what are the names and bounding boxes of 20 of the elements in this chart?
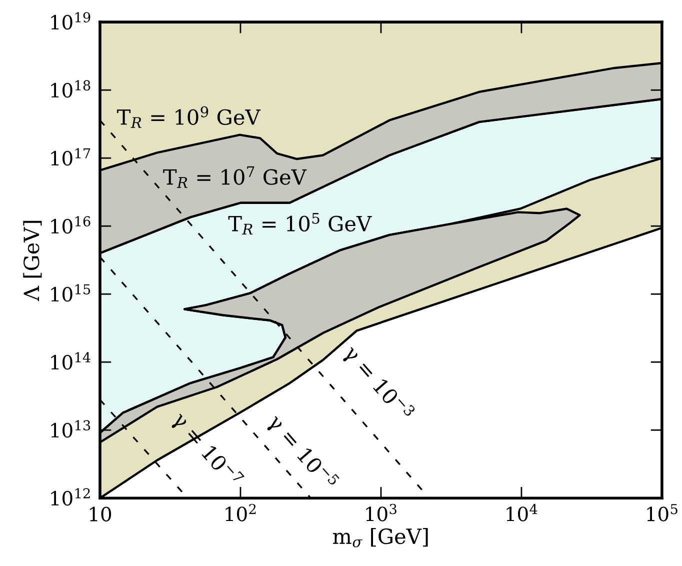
y-tick-label: 10$^{13}$ bbox=[51, 420, 90, 438]
y-tick-label: 10$^{14}$ bbox=[51, 352, 90, 370]
x-tick-label: 10$^{5}$ bbox=[647, 504, 678, 522]
y-tick-label: 10$^{17}$ bbox=[51, 148, 90, 166]
y-tick-label: 10$^{15}$ bbox=[51, 284, 90, 302]
x-tick-label: 10$^{4}$ bbox=[506, 504, 538, 522]
y-tick-label: 10$^{19}$ bbox=[51, 12, 90, 30]
y-tick-label: 10$^{12}$ bbox=[51, 488, 90, 506]
annotation: T$_{R}$ = 10$^{5}$ GeV bbox=[228, 213, 372, 234]
annotation: γ = 10$^{−3}$ bbox=[340, 342, 416, 425]
annotation: γ = 10$^{−5}$ bbox=[264, 411, 340, 494]
y-axis-title: Λ [GeV] bbox=[23, 220, 42, 302]
y-tick-label: 10$^{16}$ bbox=[51, 216, 90, 234]
x-tick-label: 10$^{2}$ bbox=[226, 504, 256, 522]
annotation: T$_{R}$ = 10$^{7}$ GeV bbox=[163, 166, 307, 188]
annotation: T$_{R}$ = 10$^{9}$ GeV bbox=[117, 106, 261, 128]
y-tick-label: 10$^{18}$ bbox=[51, 80, 90, 98]
x-tick-label: 10$^{3}$ bbox=[366, 504, 396, 522]
x-axis-title: m$_{σ}$ [GeV] bbox=[332, 528, 428, 548]
x-tick-label: 10 bbox=[90, 506, 112, 522]
